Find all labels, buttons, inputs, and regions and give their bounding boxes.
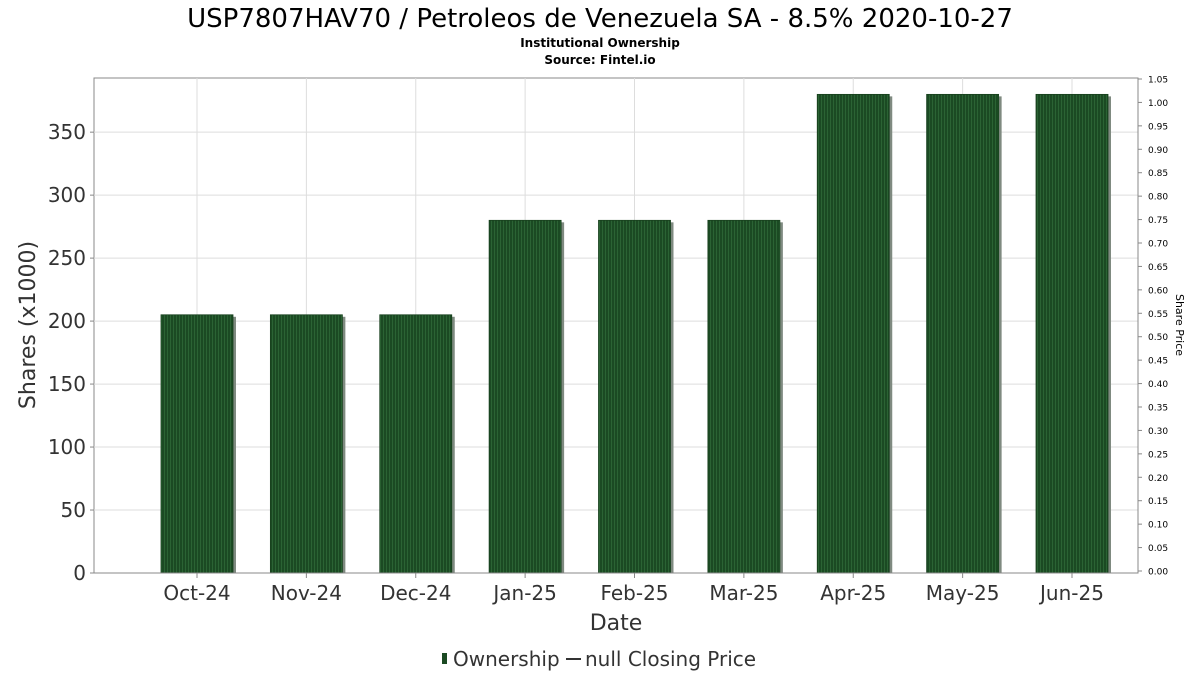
y2-tick-label: 0.55	[1148, 310, 1168, 320]
y-tick-label: 0	[73, 561, 86, 585]
x-tick-label: Dec-24	[380, 581, 451, 605]
bar-series-ownership	[160, 93, 1111, 574]
y2-tick-label: 0.80	[1148, 193, 1168, 203]
x-axis-label: Date	[590, 611, 643, 636]
y-axis-label: Shares (x1000)	[16, 241, 41, 409]
y2-tick-label: 0.65	[1148, 263, 1168, 273]
bar-ownership	[160, 314, 234, 574]
x-tick-label: Oct-24	[163, 581, 230, 605]
y2-tick-label: 0.40	[1148, 380, 1168, 390]
y2-tick-label: 0.70	[1148, 240, 1168, 250]
x-tick-label: Feb-25	[600, 581, 668, 605]
y2-tick-label: 0.60	[1148, 286, 1168, 296]
y2-axis-label: Share Price	[1173, 294, 1186, 356]
y2-tick-label: 0.10	[1148, 521, 1168, 531]
chart-title: USP7807HAV70 / Petroleos de Venezuela SA…	[187, 4, 1013, 34]
x-tick-label: Nov-24	[271, 581, 342, 605]
y2-tick-label: 0.25	[1148, 450, 1168, 460]
bar-ownership	[598, 219, 671, 574]
y-tick-label: 200	[48, 309, 86, 333]
y2-tick-label: 0.75	[1148, 216, 1168, 226]
legend-closing-price-label: null Closing Price	[585, 647, 756, 671]
y-tick-label: 100	[48, 435, 86, 459]
y2-tick-label: 0.15	[1148, 497, 1168, 507]
y2-tick-label: 1.00	[1148, 99, 1168, 109]
x-axis: Oct-24 Nov-24 Dec-24 Jan-25 Feb-25 Mar-25 Apr-…	[94, 572, 1138, 605]
y2-tick-label: 0.20	[1148, 474, 1168, 484]
y-tick-label: 250	[48, 246, 86, 270]
y-tick-label: 350	[48, 120, 86, 144]
legend-ownership-label: Ownership	[453, 647, 560, 671]
y2-tick-label: 0.90	[1148, 146, 1168, 156]
chart-subtitle: Institutional Ownership	[520, 36, 680, 50]
x-tick-label: Mar-25	[709, 581, 778, 605]
y-tick-label: 50	[61, 498, 86, 522]
y2-tick-label: 0.00	[1148, 568, 1168, 578]
y2-tick-label: 0.85	[1148, 169, 1168, 179]
chart-source: Source: Fintel.io	[544, 53, 655, 67]
y2-tick-label: 0.35	[1148, 404, 1168, 414]
y-tick-label: 150	[48, 372, 86, 396]
bar-ownership	[269, 314, 343, 574]
y2-tick-label: 1.05	[1148, 76, 1168, 86]
y2-tick-label: 0.05	[1148, 544, 1168, 554]
bar-ownership	[488, 219, 562, 574]
x-tick-label: Jun-25	[1038, 581, 1104, 605]
y-tick-label: 300	[48, 183, 86, 207]
bar-ownership	[926, 93, 1000, 574]
y2-tick-label: 0.95	[1148, 122, 1168, 132]
bar-ownership	[379, 314, 453, 574]
y2-tick-label: 0.50	[1148, 333, 1168, 343]
bar-ownership	[1035, 93, 1109, 574]
x-tick-label: Jan-25	[491, 581, 557, 605]
bar-ownership	[707, 219, 781, 574]
y2-tick-label: 0.30	[1148, 427, 1168, 437]
bar-ownership	[816, 93, 890, 574]
y-axis-left: 0 50 100 150 200 250 300 350	[48, 120, 94, 585]
y2-tick-label: 0.45	[1148, 357, 1168, 367]
y-axis-right: 0.00 0.05 0.10 0.15 0.20 0.25 0.30 0.35 0.40 0.45…	[1138, 76, 1168, 578]
legend-ownership-swatch	[442, 653, 447, 664]
x-tick-label: May-25	[926, 581, 1000, 605]
legend: Ownership null Closing Price	[442, 647, 756, 671]
x-tick-label: Apr-25	[820, 581, 886, 605]
